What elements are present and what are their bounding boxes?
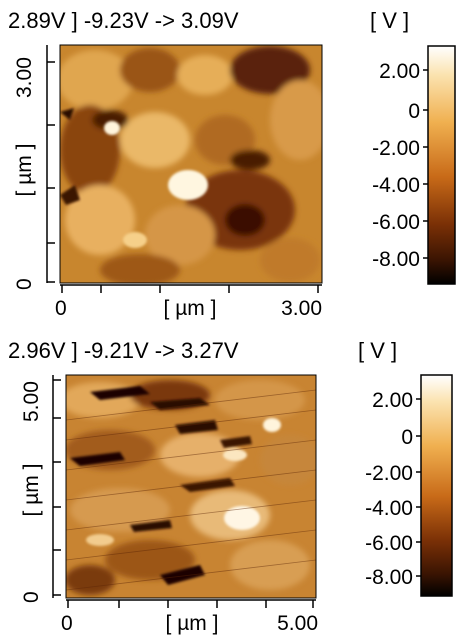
colorbar-tick-label: -8.00 [372,248,420,271]
colorbar-tick-label: -6.00 [372,211,420,234]
panel-1-header: 2.89V ] -9.23V -> 3.09V [8,8,239,33]
colorbar-tick-label: -2.00 [365,462,413,485]
colorbar-tick-label: -2.00 [372,137,420,160]
panel-1-x-axis: 0 [ µm ] 3.00 [55,284,322,320]
colorbar-tick-label: -4.00 [365,497,413,520]
colorbar-tick-label: 0 [408,100,420,123]
panel-2-surface-image [66,375,316,598]
panel-2-y-axis-label: [ µm ] [20,464,43,517]
colorbar-tick-label: -4.00 [372,174,420,197]
panel-1-x-right-tick: 3.00 [281,297,322,320]
panel-2-x-right-tick: 5.00 [277,612,318,635]
panel-2-y-top-tick: 5.00 [20,381,43,422]
panel-1-colorbar: 2.00 0 -2.00 -4.00 -6.00 -8.00 [372,45,456,285]
panel-1-x-left-tick: 0 [55,297,67,320]
panel-2-x-left-tick: 0 [61,612,73,635]
panel-1-y-axis-label: [ µm ] [13,144,36,197]
panel-2-y-axis: 5.00 [ µm ] 0 [20,375,61,603]
panel-2-x-axis: 0 [ µm ] 5.00 [61,599,318,635]
colorbar-tick-label: -8.00 [365,566,413,589]
panel-2-x-axis-label: [ µm ] [166,612,219,635]
colorbar-tick-label: 2.00 [379,60,420,83]
panel-1-y-axis: 3.00 [ µm ] 0 [13,45,55,290]
panel-2-header: 2.96V ] -9.21V -> 3.27V [8,338,239,363]
panel-1-y-top-tick: 3.00 [13,57,36,98]
colorbar-tick-label: 2.00 [372,389,413,412]
panel-2: 2.96V ] -9.21V -> 3.27V [ V ] [8,338,453,635]
panel-1-image-frame [59,44,323,284]
panel-1-x-axis-label: [ µm ] [164,297,217,320]
panel-1-surface-image [60,45,322,283]
colorbar-tick-label: -6.00 [365,532,413,555]
panel-2-units-label: [ V ] [358,338,397,363]
panel-2-y-bottom-tick: 0 [20,591,43,603]
panel-2-image-frame [65,374,317,599]
panel-1-y-bottom-tick: 0 [13,278,36,290]
panel-2-colorbar: 2.00 0 -2.00 -4.00 -6.00 -8.00 [365,374,453,597]
colorbar-tick-label: 0 [401,426,413,449]
panel-1-units-label: [ V ] [370,8,409,33]
panel-1: 2.89V ] -9.23V -> 3.09V [ V ] [8,8,456,320]
